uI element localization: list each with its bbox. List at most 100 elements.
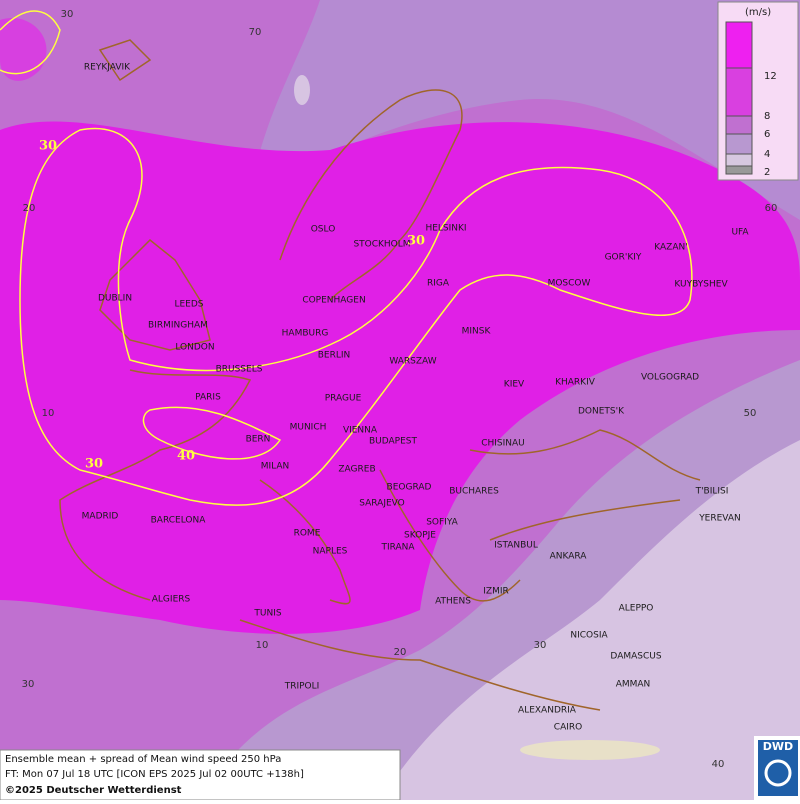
legend-swatch (725, 115, 753, 135)
legend: (m/s) (717, 1, 799, 181)
city-label: BUCHARES (449, 487, 499, 497)
footer-line: ©2025 Deutscher Wetterdienst (5, 785, 182, 796)
grid-label: 30 (534, 640, 547, 651)
city-label: DUBLIN (98, 294, 132, 304)
legend-label: 8 (764, 111, 770, 122)
city-label: ALGIERS (152, 595, 191, 605)
city-label: KIEV (504, 380, 525, 390)
city-label: VOLGOGRAD (641, 373, 699, 383)
city-label: CAIRO (554, 723, 582, 733)
city-label: KAZAN' (654, 243, 687, 253)
footer-line: Ensemble mean + spread of Mean wind spee… (5, 754, 281, 765)
city-label: HELSINKI (425, 224, 466, 234)
city-label: ROME (294, 529, 321, 539)
city-label: ISTANBUL (494, 541, 538, 551)
field-southeast (380, 440, 800, 800)
grid-label: 40 (712, 759, 725, 770)
coastlines (59, 39, 701, 711)
city-label: MOSCOW (548, 279, 591, 289)
legend-swatch (725, 21, 753, 69)
logo-icon (764, 759, 792, 787)
grid-label: 20 (23, 203, 36, 214)
city-label: YEREVAN (698, 514, 741, 524)
grid-label: 30 (22, 679, 35, 690)
city-label: CHISINAU (481, 439, 525, 449)
legend-unit: (m/s) (745, 7, 771, 18)
city-label: BIRMINGHAM (148, 321, 208, 331)
city-label: ALEXANDRIA (518, 706, 577, 716)
city-label: LEEDS (174, 300, 203, 310)
grid-label: 20 (394, 647, 407, 658)
city-label: BARCELONA (151, 516, 207, 526)
grid-label: 70 (249, 27, 262, 38)
city-label: DAMASCUS (610, 652, 661, 662)
contour-label: 30 (85, 457, 103, 472)
city-label: RIGA (427, 279, 450, 289)
city-label: AMMAN (616, 680, 651, 690)
contour-label: 30 (407, 234, 425, 249)
footer-box (0, 749, 401, 801)
city-label: HAMBURG (282, 329, 329, 339)
labels: REYKJAVIK OSLO STOCKHOLM HELSINKI DUBLIN LEED… (22, 9, 778, 770)
city-label: ZAGREB (338, 465, 375, 475)
legend-swatch (725, 153, 753, 167)
city-label: VIENNA (343, 426, 378, 436)
legend-swatch (725, 67, 753, 117)
city-label: DONETS'K (578, 407, 625, 417)
contour-label: 30 (39, 139, 57, 154)
city-label: LONDON (175, 343, 214, 353)
logo-text: DWD (763, 740, 793, 753)
city-label: ATHENS (435, 597, 471, 607)
city-label: KUYBYSHEV (674, 280, 728, 290)
city-label: OSLO (311, 225, 336, 235)
city-label: MINSK (462, 327, 492, 337)
city-label: ALEPPO (619, 604, 654, 614)
legend-swatch (725, 165, 753, 175)
city-label: TRIPOLI (284, 682, 320, 692)
city-label: NICOSIA (570, 631, 608, 641)
city-label: GOR'KIY (605, 253, 642, 263)
city-label: SARAJEVO (359, 499, 405, 509)
field-jet (0, 121, 800, 634)
city-label: NAPLES (313, 547, 348, 557)
grid-label: 10 (42, 408, 55, 419)
city-label: COPENHAGEN (302, 296, 365, 306)
city-label: BERN (246, 435, 271, 445)
legend-label: 12 (764, 71, 777, 82)
city-label: SKOPJE (404, 531, 436, 541)
city-label: STOCKHOLM (353, 240, 410, 250)
logo-bg (758, 740, 798, 796)
contours (0, 10, 693, 506)
city-label: SOFIYA (426, 518, 458, 528)
city-label: UFA (731, 228, 749, 238)
contour-label: 40 (177, 449, 195, 464)
city-label: BEOGRAD (387, 483, 432, 493)
field-north (0, 0, 800, 220)
field-west (0, 18, 47, 81)
grid-label: 10 (256, 640, 269, 651)
city-label: IZMIR (483, 587, 509, 597)
city-label: BRUSSELS (216, 365, 263, 375)
city-label: TUNIS (253, 609, 281, 619)
legend-label: 4 (764, 149, 770, 160)
grid-label: 30 (61, 9, 74, 20)
city-label: REYKJAVIK (84, 63, 131, 73)
city-label: ANKARA (550, 552, 588, 562)
grid-label: 60 (765, 203, 778, 214)
calm-patch (294, 75, 310, 105)
city-label: MUNICH (290, 423, 327, 433)
city-label: PRAGUE (325, 394, 362, 404)
city-label: KHARKIV (555, 378, 596, 388)
legend-label: 6 (764, 129, 770, 140)
calm-patch (520, 740, 660, 760)
city-label: WARSZAW (389, 357, 436, 367)
city-label: BUDAPEST (369, 437, 418, 447)
city-label: MADRID (82, 512, 119, 522)
city-label: T'BILISI (695, 487, 729, 497)
city-label: MILAN (261, 462, 290, 472)
city-label: TIRANA (380, 543, 415, 553)
grid-label: 50 (744, 408, 757, 419)
city-label: PARIS (195, 393, 221, 403)
footer-line: FT: Mon 07 Jul 18 UTC [ICON EPS 2025 Jul… (5, 769, 304, 780)
